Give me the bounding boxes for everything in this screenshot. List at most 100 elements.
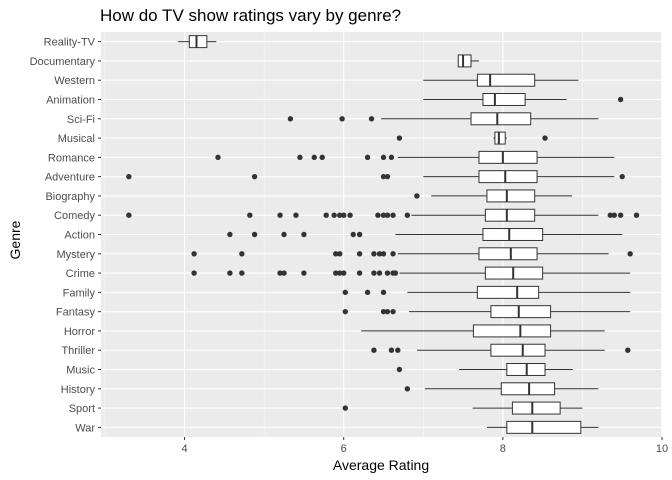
outlier-point — [126, 212, 132, 218]
y-tick-label: Sci-Fi — [67, 114, 95, 126]
outlier-point — [396, 135, 403, 141]
box-iqr — [476, 73, 536, 87]
y-tick-label: Comedy — [54, 210, 95, 222]
y-tick-label: Western — [54, 75, 95, 87]
outlier-point — [376, 270, 383, 276]
y-tick-label: Romance — [48, 152, 95, 164]
outlier-point — [617, 212, 624, 218]
box-horror — [361, 324, 605, 338]
outlier-point — [191, 251, 197, 257]
y-tick-label: Crime — [66, 268, 95, 280]
outlier-point — [297, 154, 303, 161]
outlier-point — [364, 154, 371, 161]
outlier-point — [301, 231, 307, 238]
outlier-point — [364, 289, 371, 296]
outlier-point — [371, 270, 377, 276]
outlier-point — [380, 251, 387, 257]
box-iqr — [482, 93, 526, 106]
outlier-point — [625, 347, 631, 353]
y-tick-label: Family — [63, 287, 96, 299]
outlier-point — [239, 270, 245, 276]
outlier-point — [277, 212, 283, 218]
box-mystery — [191, 247, 633, 261]
outlier-point — [404, 386, 411, 392]
outlier-point — [384, 308, 391, 315]
outlier-point — [247, 212, 253, 218]
y-tick-label: Animation — [46, 95, 95, 107]
chart-title: How do TV show ratings vary by genre? — [100, 6, 401, 25]
outlier-point — [319, 154, 325, 161]
box-iqr — [494, 131, 506, 145]
outlier-point — [239, 251, 245, 257]
outlier-point — [331, 212, 337, 218]
box-documentary — [457, 54, 479, 68]
box-war — [486, 420, 599, 434]
outlier-point — [339, 116, 345, 122]
y-tick-label: Adventure — [45, 172, 95, 184]
outlier-point — [251, 173, 258, 180]
box-iqr — [482, 228, 544, 241]
box-iqr — [470, 112, 532, 126]
box-iqr — [478, 170, 538, 184]
box-fantasy — [342, 305, 631, 319]
box-layer — [126, 35, 640, 434]
outlier-point — [281, 270, 287, 276]
box-adventure — [126, 170, 625, 184]
outlier-point — [251, 231, 258, 238]
box-iqr — [457, 54, 472, 68]
y-tick-label: Fantasy — [56, 307, 96, 319]
outlier-point — [342, 308, 348, 315]
label-layer: 4 6 8 10 Reality-TV Documentary Western Animati… — [30, 37, 669, 455]
outlier-point — [356, 251, 363, 257]
x-tick-label: 4 — [181, 443, 187, 455]
outlier-point — [356, 231, 363, 238]
outlier-point — [376, 251, 383, 257]
x-tick-label: 6 — [341, 443, 347, 455]
outlier-point — [337, 251, 343, 257]
box-iqr — [506, 420, 582, 434]
box-iqr — [472, 324, 552, 338]
outlier-point — [287, 116, 294, 122]
box-iqr — [490, 305, 552, 319]
outlier-point — [396, 366, 403, 373]
outlier-point — [414, 193, 420, 199]
box-iqr — [476, 285, 540, 299]
outlier-point — [333, 270, 339, 276]
outlier-point — [311, 154, 317, 161]
outlier-point — [333, 251, 339, 257]
box-music — [396, 363, 573, 376]
outlier-point — [293, 212, 299, 218]
y-tick-label: Horror — [64, 326, 96, 338]
outlier-point — [384, 212, 391, 218]
box-sport — [342, 401, 583, 415]
y-tick-label: Documentary — [30, 56, 96, 68]
y-tick-label: Sport — [69, 403, 95, 415]
outlier-point — [342, 405, 348, 411]
outlier-point — [323, 212, 329, 218]
box-reality-tv — [178, 35, 217, 49]
box-musical — [396, 131, 548, 145]
outlier-point — [368, 116, 375, 122]
outlier-point — [619, 173, 625, 180]
x-tick-label: 10 — [656, 443, 668, 455]
outlier-point — [380, 308, 387, 315]
y-tick-label: Reality-TV — [44, 37, 96, 49]
box-iqr — [478, 247, 538, 261]
y-tick-label: Action — [64, 230, 95, 242]
outlier-point — [301, 270, 307, 276]
outlier-point — [390, 212, 396, 218]
box-sci-fi — [287, 112, 599, 126]
y-tick-label: Musical — [58, 133, 95, 145]
y-axis-title: Genre — [7, 220, 23, 259]
outlier-point — [380, 173, 387, 180]
outlier-point — [341, 212, 347, 218]
outlier-point — [390, 308, 396, 315]
outlier-point — [215, 154, 221, 161]
y-tick-label: Biography — [45, 191, 95, 203]
outlier-point — [380, 289, 387, 296]
box-iqr — [478, 150, 538, 164]
outlier-point — [395, 347, 401, 353]
box-biography — [414, 189, 573, 203]
outlier-point — [390, 251, 396, 257]
